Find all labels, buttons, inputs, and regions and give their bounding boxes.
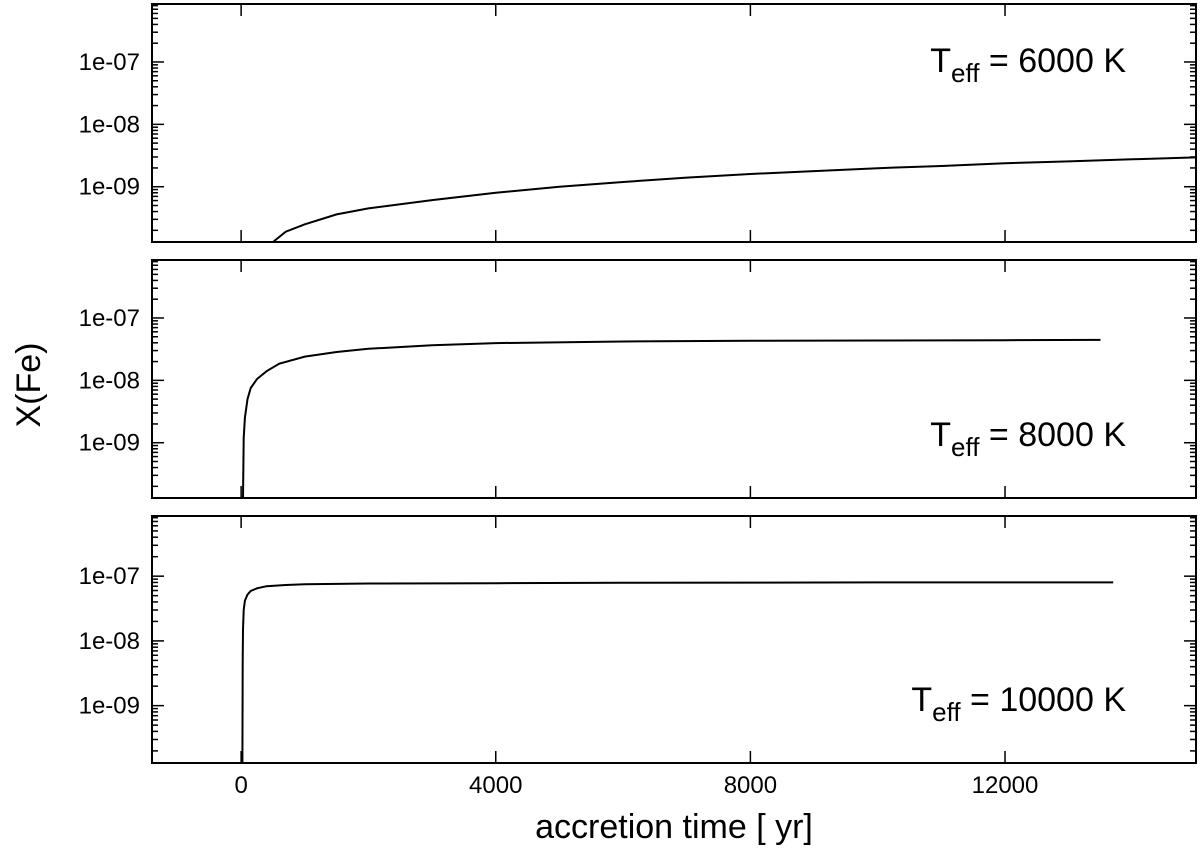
panel-annotation: Teff = 6000 K xyxy=(930,42,1126,88)
panel-2: 1e-09 1e-08 1e-07 Teff = 8000 K xyxy=(79,259,1197,499)
x-axis-title: accretion time [ yr] xyxy=(535,808,813,846)
x-tick-label: 12000 xyxy=(972,772,1039,799)
y-tick-label: 1e-08 xyxy=(79,367,140,394)
panel-frame xyxy=(151,259,1197,499)
y-axis-title: X(Fe) xyxy=(10,343,48,428)
y-tick-label: 1e-09 xyxy=(79,693,140,720)
panel-1: 1e-09 1e-08 1e-07 Teff = 6000 K xyxy=(79,3,1197,243)
panel-annotation: Teff = 10000 K xyxy=(911,681,1126,727)
x-tick-label: 0 xyxy=(234,772,247,799)
series-line xyxy=(272,156,1197,243)
y-tick-label: 1e-08 xyxy=(79,111,140,138)
x-tick-label: 8000 xyxy=(724,772,777,799)
series-line xyxy=(242,338,1101,499)
x-tick-label: 4000 xyxy=(469,772,522,799)
y-tick-label: 1e-07 xyxy=(79,563,140,590)
panel-frame xyxy=(151,515,1197,764)
panel-frame xyxy=(151,3,1197,243)
panel-annotation: Teff = 8000 K xyxy=(930,416,1126,462)
series-line xyxy=(241,581,1114,764)
panel-3: 1e-09 1e-08 1e-07 0 4000 8000 12000 Teff = 1000… xyxy=(79,515,1197,799)
y-tick-label: 1e-09 xyxy=(79,174,140,201)
y-tick-label: 1e-07 xyxy=(79,305,140,332)
y-tick-label: 1e-09 xyxy=(79,430,140,457)
y-tick-label: 1e-08 xyxy=(79,628,140,655)
y-tick-label: 1e-07 xyxy=(79,49,140,76)
